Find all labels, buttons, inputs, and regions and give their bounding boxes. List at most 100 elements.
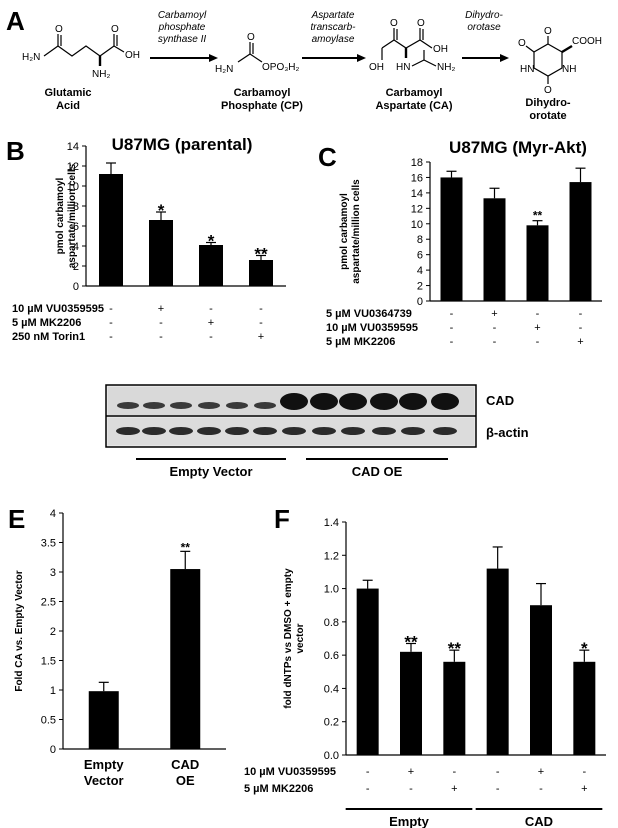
chart-f-ytick-label: 0.8 bbox=[324, 617, 339, 629]
cp-name-2: Phosphate (CP) bbox=[221, 100, 303, 112]
chart-c-treatment-label: 5 µM MK2206 bbox=[326, 336, 395, 348]
chart-f-bar bbox=[443, 661, 466, 755]
actin-bands bbox=[116, 427, 457, 435]
chart-f-treatment-sign: - bbox=[496, 766, 500, 778]
chart-b: 0 2 4 6 8 10 12 14 pmol carbamoylaspartate/milli… bbox=[12, 135, 286, 343]
chart-b-bar bbox=[249, 260, 273, 286]
ca-oh: OH bbox=[433, 44, 448, 55]
chart-f-group-label: CAD bbox=[525, 814, 553, 828]
chart-c-ylabel: pmol carbamoylaspartate/million cells bbox=[339, 179, 362, 284]
carbamoyl-phosphate-structure bbox=[237, 42, 263, 63]
dho-o-left: O bbox=[518, 38, 526, 49]
actin-band bbox=[341, 427, 365, 435]
ca-nh2: NH₂ bbox=[437, 62, 455, 73]
chart-c-treatment-label: 5 µM VU0364739 bbox=[326, 308, 412, 320]
panel-d: CAD β-actin Empty Vector CAD OE bbox=[105, 384, 529, 479]
chart-f-treatment-sign: + bbox=[581, 783, 587, 795]
actin-band bbox=[116, 427, 140, 435]
chart-b-bar bbox=[199, 245, 223, 286]
dho-name-2: orotate bbox=[529, 110, 566, 122]
cad-band bbox=[198, 402, 220, 409]
panel-a: A H₂N O O OH NH₂ Glutamic Acid Carbamoyl… bbox=[6, 6, 602, 122]
panel-e-label: E bbox=[8, 504, 25, 534]
chart-f: 0.0 0.2 0.4 0.6 0.8 1.0 1.2 1.4 fold dNTPs vs DM… bbox=[244, 517, 606, 828]
chart-f-ytick-label: 1.0 bbox=[324, 584, 339, 596]
chart-b-ytick-label: 8 bbox=[73, 201, 79, 213]
chart-e-ytick-label: 1 bbox=[50, 685, 56, 697]
chart-f-bar bbox=[530, 605, 552, 755]
chart-f-group-label: Empty bbox=[389, 814, 430, 828]
chart-b-ytick-label: 0 bbox=[73, 281, 79, 293]
chart-b-bar bbox=[99, 174, 123, 286]
actin-band bbox=[401, 427, 425, 435]
chart-f-bar bbox=[573, 661, 596, 755]
chart-f-treatment-sign: - bbox=[452, 766, 456, 778]
chart-c-ytick-label: 6 bbox=[417, 250, 423, 262]
chart-c-treatment-sign: - bbox=[493, 336, 497, 348]
chart-c-ytick-label: 10 bbox=[411, 219, 423, 231]
ca-name-2: Aspartate (CA) bbox=[375, 100, 452, 112]
cad-band bbox=[310, 393, 338, 410]
chart-f-treatment-sign: + bbox=[408, 766, 414, 778]
chart-e-category-label: CAD bbox=[171, 757, 199, 772]
chart-f-ytick-label: 1.2 bbox=[324, 550, 339, 562]
chart-b-treatment-sign: - bbox=[259, 317, 263, 329]
chart-e-category-label: OE bbox=[176, 773, 195, 788]
chart-c-bar bbox=[483, 198, 506, 301]
chart-e-category-label: Empty bbox=[84, 757, 125, 772]
chart-f-treatment-sign: - bbox=[496, 783, 500, 795]
actin-band bbox=[312, 427, 336, 435]
cad-band bbox=[339, 393, 367, 410]
enzyme-3-line-2: orotase bbox=[467, 22, 501, 33]
cad-bands bbox=[117, 393, 459, 410]
chart-f-ytick-label: 0.6 bbox=[324, 650, 339, 662]
chart-f-ytick-label: 1.4 bbox=[324, 517, 339, 529]
chart-c-ytick-label: 14 bbox=[411, 188, 423, 200]
chart-c-treatment-sign: - bbox=[450, 308, 454, 320]
cad-band bbox=[170, 402, 192, 409]
dho-o-top: O bbox=[544, 26, 552, 37]
ca-o2: O bbox=[417, 18, 425, 29]
chart-b-treatment-sign: - bbox=[259, 303, 263, 315]
panel-b-label: B bbox=[6, 136, 25, 166]
chart-f-treatment-sign: - bbox=[366, 783, 370, 795]
cad-band bbox=[280, 393, 308, 410]
enzyme-1-line-1: Carbamoyl bbox=[158, 10, 207, 21]
chart-f-ytick-label: 0.4 bbox=[324, 683, 339, 695]
chart-f-bar bbox=[486, 568, 509, 755]
panel-f-label: F bbox=[274, 504, 290, 534]
chart-f-significance: ** bbox=[448, 639, 462, 658]
dho-hn: HN bbox=[520, 64, 534, 75]
chart-b-treatment-sign: - bbox=[159, 331, 163, 343]
cad-band bbox=[254, 402, 276, 409]
actin-band bbox=[169, 427, 193, 435]
chart-f-treatment-label: 10 µM VU0359595 bbox=[244, 766, 336, 778]
chart-b-significance: ** bbox=[254, 245, 268, 264]
chart-e-ylabel: Fold CA vs. Empty Vector bbox=[14, 570, 25, 691]
actin-band bbox=[372, 427, 396, 435]
chart-b-ytick-label: 12 bbox=[67, 161, 79, 173]
enzyme-2-line-3: amoylase bbox=[312, 34, 355, 45]
chart-e-ytick-label: 0.5 bbox=[41, 715, 56, 727]
actin-band bbox=[142, 427, 166, 435]
chart-f-treatment-sign: - bbox=[539, 783, 543, 795]
chart-f-treatment-sign: - bbox=[366, 766, 370, 778]
chart-b-treatment-sign: - bbox=[209, 303, 213, 315]
enzyme-1-line-3: synthase II bbox=[158, 34, 207, 45]
group-label-cad-oe: CAD OE bbox=[352, 464, 403, 479]
chart-c-treatment-sign: - bbox=[493, 322, 497, 334]
chart-f-bar bbox=[400, 651, 422, 755]
chart-e-bar bbox=[88, 691, 119, 749]
ca-name-1: Carbamoyl bbox=[386, 87, 443, 99]
chart-b-bar bbox=[149, 220, 173, 286]
panel-c-label: C bbox=[318, 142, 337, 172]
chart-c-treatment-label: 10 µM VU0359595 bbox=[326, 322, 418, 334]
chart-b-treatment-sign: - bbox=[209, 331, 213, 343]
chart-b-treatment-sign: - bbox=[109, 303, 113, 315]
chart-b-treatment-label: 10 µM VU0359595 bbox=[12, 303, 104, 315]
chart-f-ytick-label: 0.0 bbox=[324, 750, 339, 762]
cad-band bbox=[399, 393, 427, 410]
chart-c-ytick-label: 12 bbox=[411, 203, 423, 215]
cad-band bbox=[431, 393, 459, 410]
chart-f-treatment-sign: - bbox=[409, 783, 413, 795]
